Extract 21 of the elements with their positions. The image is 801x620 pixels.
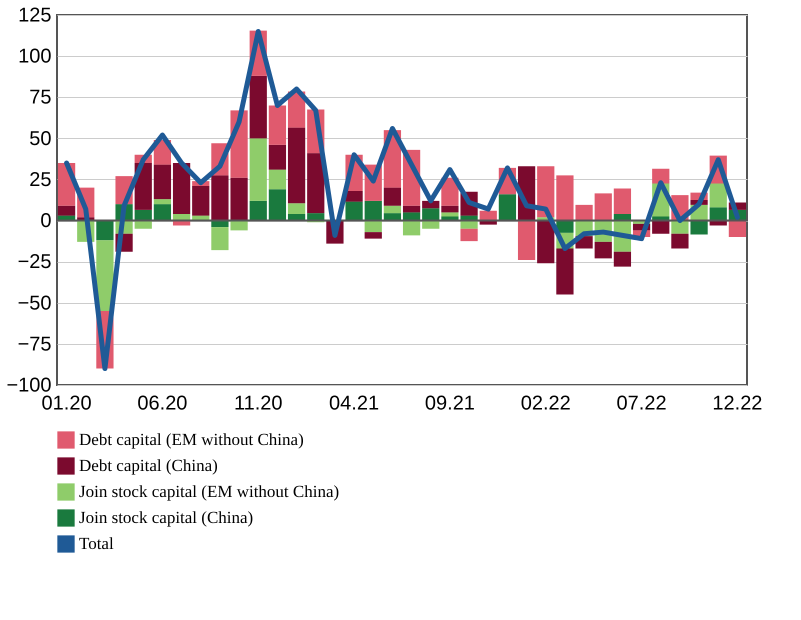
y-tick-label: −25 [18, 251, 52, 274]
y-tick-label: 75 [29, 86, 52, 109]
legend-label: Join stock capital (EM without China) [79, 482, 340, 501]
legend-label: Join stock capital (China) [79, 508, 254, 527]
legend-label: Total [79, 534, 114, 553]
x-tick-label: 06.20 [137, 392, 188, 414]
x-tick-label: 09.21 [424, 392, 475, 414]
x-tick-label: 02.22 [520, 392, 571, 414]
y-tick-label: −50 [18, 292, 52, 314]
x-tick-label: 04.21 [329, 392, 380, 414]
legend-label: Debt capital (China) [79, 456, 218, 475]
x-tick-label: 07.22 [616, 392, 667, 414]
x-tick-label: 11.20 [234, 392, 283, 414]
y-tick-label: −75 [18, 333, 52, 356]
y-tick-label: 125 [18, 4, 52, 26]
y-tick-label: 50 [29, 128, 52, 150]
y-tick-label: 25 [29, 168, 52, 191]
y-tick-label: 0 [40, 210, 52, 232]
legend-label: Debt capital (EM without China) [79, 430, 304, 449]
x-tick-label: 12.22 [712, 392, 762, 414]
y-tick-label: 100 [18, 46, 52, 68]
